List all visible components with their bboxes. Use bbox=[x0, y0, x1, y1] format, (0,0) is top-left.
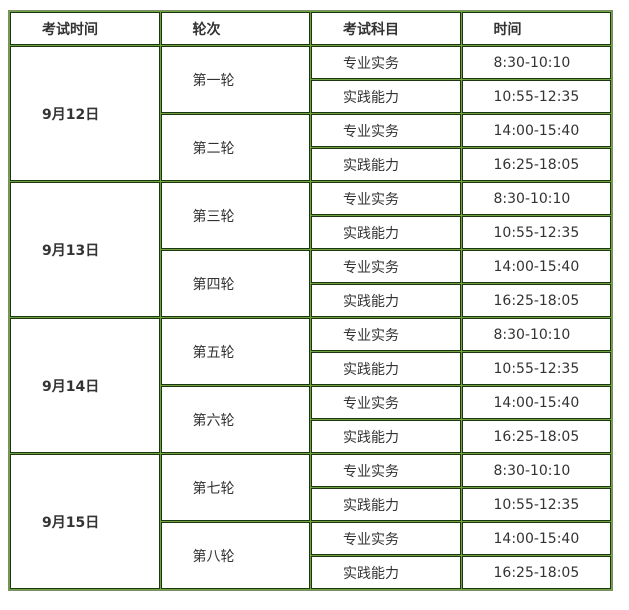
time-cell: 14:00-15:40 bbox=[461, 250, 611, 283]
subject-cell: 专业实务 bbox=[311, 182, 461, 215]
time-cell: 8:30-10:10 bbox=[461, 46, 611, 79]
time-cell: 14:00-15:40 bbox=[461, 522, 611, 555]
subject-cell: 实践能力 bbox=[311, 420, 461, 453]
exam-date-cell: 9月14日 bbox=[10, 318, 160, 453]
header-time: 时间 bbox=[461, 12, 611, 45]
subject-cell: 实践能力 bbox=[311, 284, 461, 317]
header-exam-date: 考试时间 bbox=[10, 12, 160, 45]
time-cell: 8:30-10:10 bbox=[461, 454, 611, 487]
table-row: 第八轮 专业实务 14:00-15:40 bbox=[10, 522, 611, 589]
table-row: 实践能力 10:55-12:35 bbox=[10, 80, 611, 113]
table-row: 实践能力 16:25-18:05 bbox=[10, 420, 611, 453]
subject-cell: 实践能力 bbox=[311, 148, 461, 181]
table-row: 9月15日 第七轮 专业实务 8:30-10:10 bbox=[10, 454, 611, 589]
table-row: 9月13日 第三轮 专业实务 8:30-10:10 bbox=[10, 182, 611, 317]
time-cell: 8:30-10:10 bbox=[461, 182, 611, 215]
round-cell: 第六轮 bbox=[160, 386, 310, 453]
time-cell: 16:25-18:05 bbox=[461, 284, 611, 317]
exam-date-cell: 9月13日 bbox=[10, 182, 160, 317]
time-cell: 10:55-12:35 bbox=[461, 352, 611, 385]
subject-cell: 实践能力 bbox=[311, 488, 461, 521]
table-row: 9月14日 第五轮 专业实务 8:30-10:10 bbox=[10, 318, 611, 453]
exam-date-cell: 9月12日 bbox=[10, 46, 160, 181]
header-round: 轮次 bbox=[160, 12, 310, 45]
round-cell: 第一轮 bbox=[160, 46, 310, 113]
header-subject: 考试科目 bbox=[311, 12, 461, 45]
time-cell: 14:00-15:40 bbox=[461, 114, 611, 147]
table-row: 实践能力 16:25-18:05 bbox=[10, 556, 611, 589]
time-cell: 10:55-12:35 bbox=[461, 216, 611, 249]
subject-cell: 专业实务 bbox=[311, 522, 461, 555]
round-cell: 第四轮 bbox=[160, 250, 310, 317]
subject-cell: 实践能力 bbox=[311, 216, 461, 249]
subject-cell: 专业实务 bbox=[311, 114, 461, 147]
subject-cell: 专业实务 bbox=[311, 454, 461, 487]
subject-cell: 专业实务 bbox=[311, 318, 461, 351]
subject-cell: 实践能力 bbox=[311, 352, 461, 385]
table-row: 第六轮 专业实务 14:00-15:40 bbox=[10, 386, 611, 453]
table-row: 实践能力 16:25-18:05 bbox=[10, 148, 611, 181]
table-row: 实践能力 10:55-12:35 bbox=[10, 216, 611, 249]
subject-cell: 专业实务 bbox=[311, 386, 461, 419]
time-cell: 8:30-10:10 bbox=[461, 318, 611, 351]
header-row: 考试时间 轮次 考试科目 时间 bbox=[10, 12, 611, 45]
round-cell: 第三轮 bbox=[160, 182, 310, 249]
round-cell: 第二轮 bbox=[160, 114, 310, 181]
time-cell: 16:25-18:05 bbox=[461, 148, 611, 181]
round-cell: 第七轮 bbox=[160, 454, 310, 521]
table-row: 9月12日 第一轮 专业实务 8:30-10:10 bbox=[10, 46, 611, 181]
round-cell: 第五轮 bbox=[160, 318, 310, 385]
table-row: 实践能力 10:55-12:35 bbox=[10, 352, 611, 385]
time-cell: 14:00-15:40 bbox=[461, 386, 611, 419]
round-cell: 第八轮 bbox=[160, 522, 310, 589]
time-cell: 16:25-18:05 bbox=[461, 556, 611, 589]
table-row: 实践能力 16:25-18:05 bbox=[10, 284, 611, 317]
time-cell: 10:55-12:35 bbox=[461, 80, 611, 113]
subject-cell: 专业实务 bbox=[311, 46, 461, 79]
exam-schedule-table: 考试时间 轮次 考试科目 时间 9月12日 第一轮 专业实务 8:30-10:10 实践… bbox=[8, 10, 613, 591]
subject-cell: 实践能力 bbox=[311, 556, 461, 589]
subject-cell: 实践能力 bbox=[311, 80, 461, 113]
table-row: 第二轮 专业实务 14:00-15:40 bbox=[10, 114, 611, 181]
table-row: 实践能力 10:55-12:35 bbox=[10, 488, 611, 521]
time-cell: 16:25-18:05 bbox=[461, 420, 611, 453]
time-cell: 10:55-12:35 bbox=[461, 488, 611, 521]
subject-cell: 专业实务 bbox=[311, 250, 461, 283]
exam-date-cell: 9月15日 bbox=[10, 454, 160, 589]
table-row: 第四轮 专业实务 14:00-15:40 bbox=[10, 250, 611, 317]
